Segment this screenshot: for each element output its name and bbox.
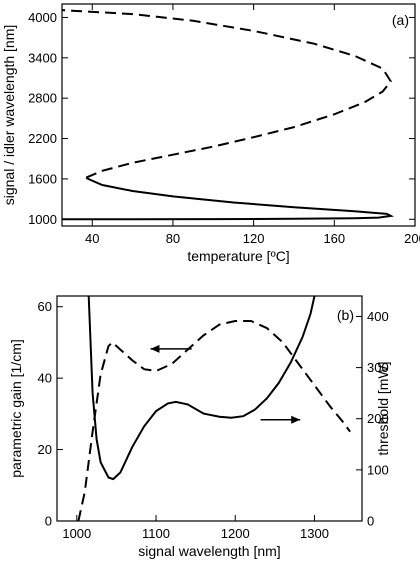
panel-label: (b) bbox=[337, 307, 354, 323]
panel-b: 1000 1100 1200 1300 0 20 40 60 0 100 200 300 400 sign… bbox=[8, 295, 391, 559]
series-line-threshold bbox=[87, 296, 316, 481]
y-tick-label: 0 bbox=[45, 514, 52, 529]
y2-tick-label: 300 bbox=[367, 360, 389, 375]
gain-axis-arrow-head bbox=[150, 344, 160, 353]
x-axis-title: temperature [ºC] bbox=[187, 248, 289, 264]
y2-axis-title: threshold [mW] bbox=[375, 361, 391, 455]
y-tick-label: 2200 bbox=[28, 131, 57, 146]
y-tick-label: 2800 bbox=[28, 91, 57, 106]
x-tick-label: 160 bbox=[323, 231, 345, 246]
y2-tick-label: 100 bbox=[367, 462, 389, 477]
y2-tick-label: 0 bbox=[367, 514, 374, 529]
plot-frame bbox=[61, 3, 416, 227]
y-tick-label: 3400 bbox=[28, 50, 57, 65]
y-axis-title: signal / idler wavelength [nm] bbox=[1, 25, 17, 206]
x-tick-label: 200 bbox=[404, 231, 420, 246]
x-tick-label: 1300 bbox=[300, 526, 329, 541]
y2-tick-label: 400 bbox=[367, 309, 389, 324]
x-tick-label: 40 bbox=[85, 231, 99, 246]
y2-tick-label: 200 bbox=[367, 411, 389, 426]
x-tick-label: 1100 bbox=[142, 526, 170, 541]
x-axis-title: signal wavelength [nm] bbox=[138, 543, 280, 559]
y-tick-label: 1600 bbox=[28, 171, 57, 186]
y-tick-label: 20 bbox=[38, 442, 52, 457]
y-tick-label: 4000 bbox=[28, 10, 57, 25]
threshold-axis-arrow-head bbox=[291, 415, 301, 424]
panel-label: (a) bbox=[392, 12, 409, 28]
x-tick-label: 80 bbox=[166, 231, 180, 246]
y-tick-label: 40 bbox=[38, 371, 52, 386]
series-line-parametric-gain bbox=[77, 320, 351, 521]
series-line-1 bbox=[62, 9, 393, 179]
x-tick-label: 120 bbox=[243, 231, 265, 246]
x-tick-label: 1200 bbox=[221, 526, 250, 541]
x-tick-label: 1000 bbox=[62, 526, 91, 541]
y-axis-title: parametric gain [1/cm] bbox=[8, 339, 24, 478]
panel-a: 40 80 120 160 200 1000 1600 2200 2800 3400 4000 tem… bbox=[1, 3, 420, 264]
series-line-0 bbox=[62, 176, 395, 221]
plot-frame bbox=[56, 295, 363, 522]
y-tick-label: 1000 bbox=[28, 212, 57, 227]
y-tick-label: 60 bbox=[38, 299, 52, 314]
